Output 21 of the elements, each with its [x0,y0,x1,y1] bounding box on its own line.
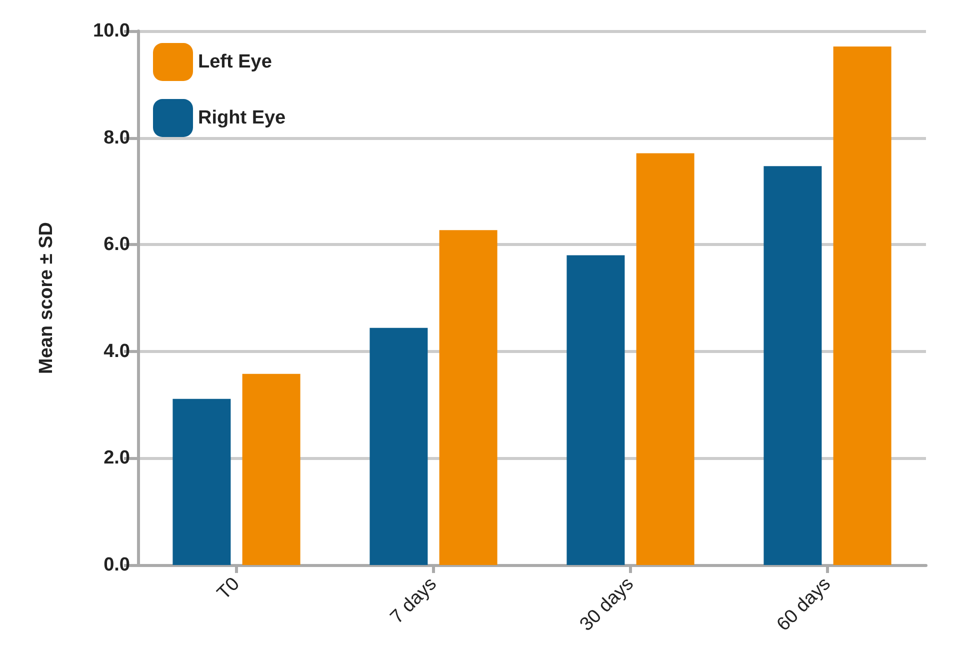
x-tick-label: 7 days [386,574,441,628]
x-tick-label: 30 days [576,574,638,636]
x-tick-label: T0 [213,574,244,604]
legend-label: Left Eye [198,52,272,72]
bar [242,374,300,565]
bar [439,230,498,565]
y-tick-label: 10.0 [93,20,130,42]
y-tick-label: 0.0 [104,554,130,576]
bar [566,255,625,565]
legend-label: Right Eye [198,108,286,128]
bar [833,46,892,565]
bar [172,398,231,565]
y-tick-label: 6.0 [104,234,130,256]
x-tick-label: 60 days [773,574,835,636]
y-tick-label: 8.0 [104,127,130,148]
bar [370,328,428,565]
bar [636,153,694,565]
y-axis-title: Mean score ± SD [36,222,57,374]
y-tick-label: 2.0 [104,448,130,469]
bar [764,166,822,565]
y-tick-label: 4.0 [104,340,130,362]
